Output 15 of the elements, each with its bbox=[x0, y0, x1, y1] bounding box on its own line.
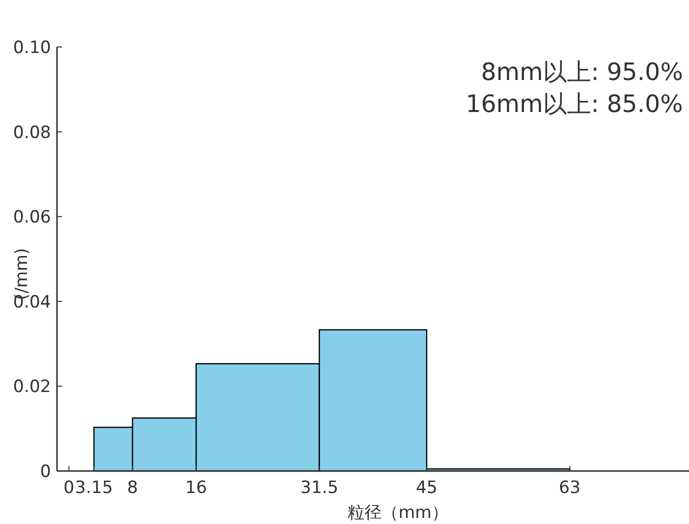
x-tick-label: 45 bbox=[416, 478, 438, 498]
x-tick-label: 16 bbox=[185, 478, 207, 498]
annotation: 8mm以上: 95.0% bbox=[481, 58, 683, 86]
x-tick-label: 31.5 bbox=[300, 478, 338, 498]
x-tick-label: 8 bbox=[127, 478, 138, 498]
x-tick-label: 3.15 bbox=[75, 478, 113, 498]
y-tick-label: 0.02 bbox=[13, 377, 51, 398]
y-tick-label: 0.06 bbox=[13, 208, 51, 228]
x-tick-label: 63 bbox=[558, 478, 581, 498]
y-tick-label: 0.08 bbox=[13, 122, 51, 143]
y-tick-label: 0.10 bbox=[13, 38, 51, 58]
annotation: 16mm以上: 85.0% bbox=[466, 90, 683, 118]
y-tick-label: 0 bbox=[40, 462, 51, 482]
x-axis-title: 粒径（mm） bbox=[347, 503, 449, 523]
x-tick-label: 0 bbox=[64, 478, 74, 498]
